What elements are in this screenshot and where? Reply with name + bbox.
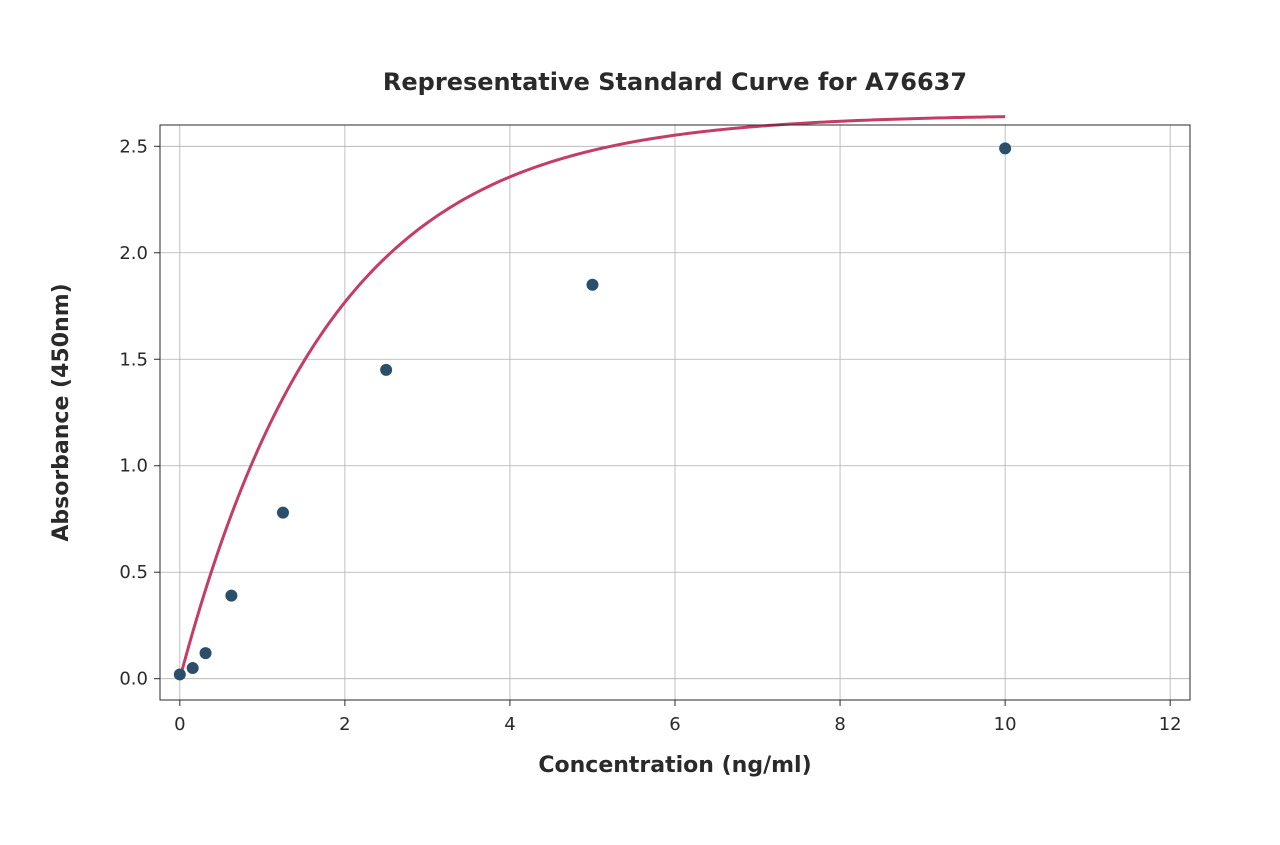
x-tick-label: 6 <box>669 714 680 735</box>
y-axis-label: Absorbance (450nm) <box>49 283 74 541</box>
y-tick-label: 2.5 <box>119 136 148 157</box>
data-point <box>999 142 1011 154</box>
y-tick-label: 0.5 <box>119 562 148 583</box>
data-point <box>586 279 598 291</box>
data-point <box>174 668 186 680</box>
y-tick-label: 1.0 <box>119 456 148 477</box>
data-point <box>225 590 237 602</box>
x-axis-label: Concentration (ng/ml) <box>538 753 811 778</box>
x-tick-label: 8 <box>834 714 845 735</box>
chart-container: 0 2 4 6 8 10 12 0.0 0.5 1.0 1.5 2.0 2.5 Representativ… <box>0 0 1280 845</box>
data-point <box>187 662 199 674</box>
data-point <box>380 364 392 376</box>
chart-svg: 0 2 4 6 8 10 12 0.0 0.5 1.0 1.5 2.0 2.5 Representativ… <box>0 0 1280 845</box>
data-point <box>277 507 289 519</box>
y-tick-label: 2.0 <box>119 243 148 264</box>
x-tick-label: 10 <box>994 714 1017 735</box>
data-point <box>200 647 212 659</box>
x-tick-label: 2 <box>339 714 350 735</box>
x-tick-label: 0 <box>174 714 185 735</box>
x-tick-label: 4 <box>504 714 515 735</box>
x-tick-label: 12 <box>1159 714 1182 735</box>
y-tick-label: 1.5 <box>119 349 148 370</box>
chart-title: Representative Standard Curve for A76637 <box>383 68 967 96</box>
y-tick-label: 0.0 <box>119 669 148 690</box>
fit-curve <box>180 117 1005 679</box>
